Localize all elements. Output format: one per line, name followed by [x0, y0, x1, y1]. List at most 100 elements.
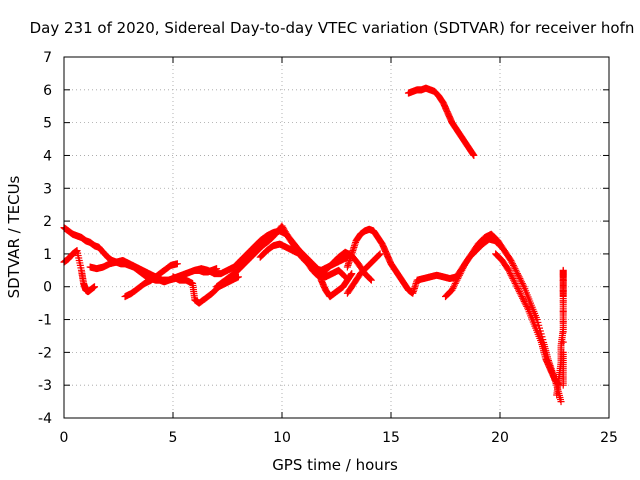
- series-arc-o: [553, 266, 567, 399]
- data-point: [517, 276, 525, 284]
- y-tick-label: 1: [43, 247, 52, 263]
- data-point: [509, 261, 517, 269]
- data-point: [459, 263, 467, 271]
- data-point: [515, 273, 523, 281]
- y-axis-title: SDTVAR / TECUs: [5, 175, 23, 298]
- data-point: [519, 294, 527, 302]
- data-point: [512, 281, 520, 289]
- series-arc-a: [60, 224, 221, 286]
- series-arc-m: [442, 230, 565, 406]
- data-point: [506, 268, 514, 276]
- data-point: [376, 250, 384, 258]
- data-point: [234, 273, 242, 281]
- data-point: [515, 288, 523, 296]
- plot-frame: [63, 56, 610, 419]
- data-point: [513, 268, 521, 276]
- data-point: [514, 271, 522, 279]
- data-point: [455, 271, 463, 279]
- y-tick-label: -3: [38, 378, 52, 394]
- series-arc-i: [317, 270, 356, 301]
- data-point: [508, 273, 516, 281]
- data-point: [559, 328, 567, 336]
- data-point: [366, 275, 374, 283]
- data-point: [505, 266, 513, 274]
- series-arc-d: [121, 260, 181, 301]
- data-point: [450, 283, 458, 291]
- y-tick-label: 4: [43, 148, 52, 164]
- data-point: [367, 276, 375, 284]
- x-tick-label: 0: [60, 430, 69, 446]
- data-point: [524, 304, 532, 312]
- y-tick-label: 0: [43, 280, 52, 296]
- y-tick-label: 2: [43, 214, 52, 230]
- data-point: [374, 252, 382, 260]
- y-tick-label: 7: [43, 50, 52, 66]
- data-point: [448, 286, 456, 294]
- x-tick-labels: 0 5 10 15 20 25: [60, 430, 618, 446]
- data-point: [348, 270, 356, 278]
- data-point: [511, 279, 519, 287]
- data-point: [559, 297, 567, 305]
- x-tick-label: 15: [382, 430, 400, 446]
- data-point: [451, 279, 459, 287]
- x-tick-label: 5: [169, 430, 178, 446]
- data-point: [340, 271, 348, 279]
- data-point: [516, 289, 524, 297]
- data-point: [514, 284, 522, 292]
- data-point: [452, 278, 460, 286]
- x-tick-label: 20: [491, 430, 509, 446]
- data-point: [508, 258, 516, 266]
- data-point: [516, 275, 524, 283]
- data-point: [457, 268, 465, 276]
- data-point: [449, 284, 457, 292]
- data-point: [557, 398, 565, 406]
- x-axis-title: GPS time / hours: [272, 456, 398, 474]
- data-point: [173, 260, 181, 268]
- data-point: [518, 293, 526, 301]
- data-point: [559, 277, 567, 285]
- data-point: [559, 338, 567, 346]
- data-point: [507, 271, 515, 279]
- data-point: [559, 307, 567, 315]
- data-point: [450, 281, 458, 289]
- x-tick-label: 25: [600, 430, 618, 446]
- series-arc-n: [492, 250, 563, 389]
- y-tick-label: -1: [38, 313, 52, 329]
- data-point: [510, 276, 518, 284]
- y-tick-label: -4: [38, 411, 52, 427]
- y-tick-labels: -4 -3 -2 -1 0 1 2 3 4 5 6 7: [38, 50, 52, 427]
- data-point: [513, 283, 521, 291]
- data-point: [519, 281, 527, 289]
- data-point: [513, 270, 521, 278]
- data-point: [459, 265, 467, 273]
- series-arc-b: [60, 247, 99, 296]
- data-point: [559, 318, 567, 326]
- data-point: [456, 270, 464, 278]
- data-point: [518, 278, 526, 286]
- data-point: [510, 278, 518, 286]
- data-point: [522, 301, 530, 309]
- data-point: [511, 265, 519, 273]
- data-point: [512, 266, 520, 274]
- axis-ticks: [63, 56, 610, 419]
- y-tick-label: -2: [38, 345, 52, 361]
- data-point: [454, 275, 462, 283]
- x-tick-label: 10: [273, 430, 291, 446]
- series-arc-k: [322, 248, 375, 284]
- data-point: [509, 275, 517, 283]
- series-arc-h: [256, 240, 349, 281]
- data-points: [60, 84, 567, 406]
- data-point: [523, 302, 531, 310]
- y-tick-label: 6: [43, 83, 52, 99]
- data-point: [375, 251, 383, 259]
- data-point: [520, 297, 528, 305]
- data-point: [519, 296, 527, 304]
- series-arc-p: [404, 84, 478, 159]
- data-point: [515, 286, 523, 294]
- data-point: [507, 256, 515, 264]
- data-point: [510, 263, 518, 271]
- grid: [64, 57, 609, 418]
- data-point: [517, 291, 525, 299]
- data-point: [506, 270, 514, 278]
